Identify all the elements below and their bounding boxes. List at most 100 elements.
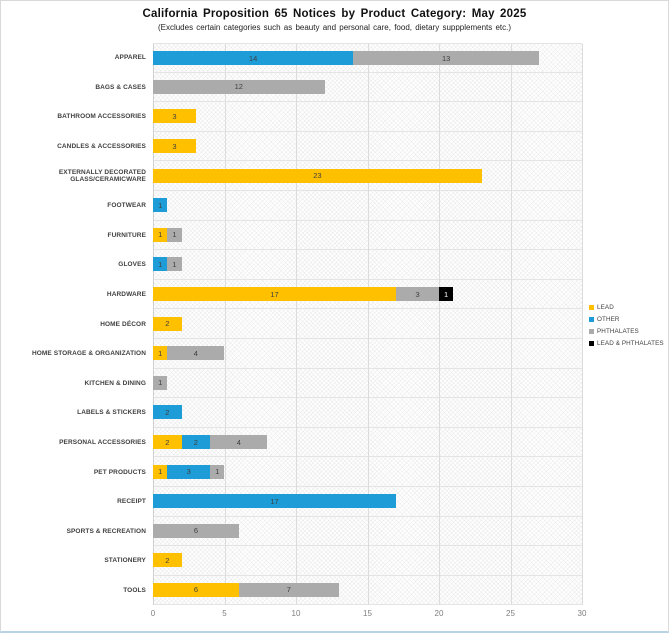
vertical-gridline — [582, 427, 583, 458]
vertical-gridline — [367, 250, 369, 280]
bar-segment: 6 — [153, 523, 239, 538]
legend-swatch — [589, 329, 594, 334]
value-label: 1 — [172, 259, 177, 269]
legend-item: LEAD — [589, 304, 664, 311]
value-label: 2 — [165, 319, 170, 329]
bar-row: BATHROOM ACCESSORIES 3 — [1, 102, 668, 132]
vertical-gridline — [439, 220, 440, 251]
legend-label: PHTHALATES — [597, 328, 639, 335]
x-tick-label: 25 — [506, 609, 515, 619]
vertical-gridline — [224, 457, 226, 487]
vertical-gridline — [582, 190, 583, 221]
bar-segment: 23 — [153, 168, 482, 183]
vertical-gridline — [510, 102, 512, 132]
vertical-gridline — [510, 398, 512, 428]
vertical-gridline — [510, 338, 512, 369]
value-label: 17 — [270, 289, 279, 299]
value-label: 2 — [165, 437, 170, 447]
category-label: GLOVES — [118, 261, 146, 269]
vertical-gridline — [582, 44, 583, 74]
vertical-gridline — [367, 546, 369, 576]
vertical-gridline — [367, 131, 369, 162]
legend-swatch — [589, 341, 594, 346]
vertical-gridline — [367, 398, 369, 428]
vertical-gridline — [439, 457, 440, 487]
vertical-gridline — [296, 190, 297, 221]
value-label: 4 — [193, 348, 198, 358]
bar-segment: 3 — [167, 464, 211, 479]
stacked-bar: 6 — [153, 523, 239, 538]
stacked-bar: 3 — [153, 139, 196, 154]
bar-segment: 3 — [396, 287, 439, 302]
bar-segment: 12 — [153, 79, 325, 94]
legend: LEAD OTHER PHTHALATES LEAD & PHTHALATES — [589, 304, 664, 352]
vertical-gridline — [510, 72, 512, 103]
vertical-gridline — [367, 368, 369, 399]
bar-row: HARDWARE 17 3 1 — [1, 279, 668, 310]
stacked-bar: 1 3 1 — [153, 464, 225, 479]
vertical-gridline — [224, 368, 226, 399]
stacked-bar: 2 2 4 — [153, 435, 268, 450]
vertical-gridline — [439, 398, 440, 428]
value-label: 1 — [172, 230, 177, 240]
value-label: 1 — [158, 259, 163, 269]
bar-row: CANDLES & ACCESSORIES 3 — [1, 131, 668, 162]
value-label: 23 — [313, 171, 322, 181]
vertical-gridline — [367, 338, 369, 369]
vertical-gridline — [224, 338, 226, 369]
vertical-gridline — [224, 398, 226, 428]
legend-label: OTHER — [597, 316, 620, 323]
bar-segment: 2 — [153, 405, 182, 420]
value-label: 1 — [215, 467, 220, 477]
bar-segment: 7 — [238, 582, 339, 597]
value-label: 2 — [165, 407, 170, 417]
category-label: APPAREL — [114, 54, 146, 62]
category-label: BAGS & CASES — [95, 83, 146, 91]
vertical-gridline — [439, 72, 440, 103]
bar-segment: 1 — [210, 464, 225, 479]
vertical-gridline — [582, 309, 583, 339]
vertical-gridline — [582, 546, 583, 576]
plot-band: 2 — [153, 309, 583, 339]
bar-row: HOME STORAGE & ORGANIZATION 1 4 — [1, 338, 668, 369]
plot-band: 17 3 1 — [153, 279, 583, 310]
bar-segment: 4 — [167, 346, 225, 361]
stacked-bar: 2 — [153, 405, 182, 420]
value-label: 1 — [158, 230, 163, 240]
vertical-gridline — [367, 72, 369, 103]
vertical-gridline — [296, 398, 297, 428]
chart-area: APPAREL 14 13 BAGS & CASES 12 BATHROOM ACCESS… — [1, 43, 668, 623]
category-label: FURNITURE — [107, 231, 146, 239]
vertical-gridline — [296, 338, 297, 369]
bar-segment: 1 — [153, 227, 168, 242]
bar-row: HOME DÉCOR 2 — [1, 309, 668, 339]
vertical-gridline — [582, 102, 583, 132]
vertical-gridline — [224, 102, 226, 132]
vertical-gridline — [439, 338, 440, 369]
plot-band: 23 — [153, 161, 583, 191]
vertical-gridline — [224, 546, 226, 576]
value-label: 3 — [172, 111, 177, 121]
category-label: PERSONAL ACCESSORIES — [59, 438, 146, 446]
chart-header: California Proposition 65 Notices by Pro… — [1, 1, 668, 32]
category-label: FOOTWEAR — [107, 202, 146, 210]
vertical-gridline — [510, 131, 512, 162]
vertical-gridline — [296, 131, 297, 162]
plot-rows: APPAREL 14 13 BAGS & CASES 12 BATHROOM ACCESS… — [1, 43, 668, 606]
value-label: 6 — [193, 526, 198, 536]
value-label: 14 — [248, 53, 258, 63]
legend-item: LEAD & PHTHALATES — [589, 340, 664, 347]
bar-row: EXTERNALLY DECORATED GLASS/CERAMICWARE 23 — [1, 161, 668, 191]
legend-item: OTHER — [589, 316, 664, 323]
value-label: 7 — [286, 585, 291, 595]
bar-row: TOOLS 6 7 — [1, 575, 668, 606]
bar-row: PET PRODUCTS 1 3 1 — [1, 457, 668, 487]
stacked-bar: 17 — [153, 494, 397, 509]
bar-segment: 1 — [153, 375, 168, 390]
bar-segment: 1 — [167, 257, 182, 272]
category-label: STATIONERY — [104, 557, 146, 565]
plot-band: 2 — [153, 546, 583, 576]
